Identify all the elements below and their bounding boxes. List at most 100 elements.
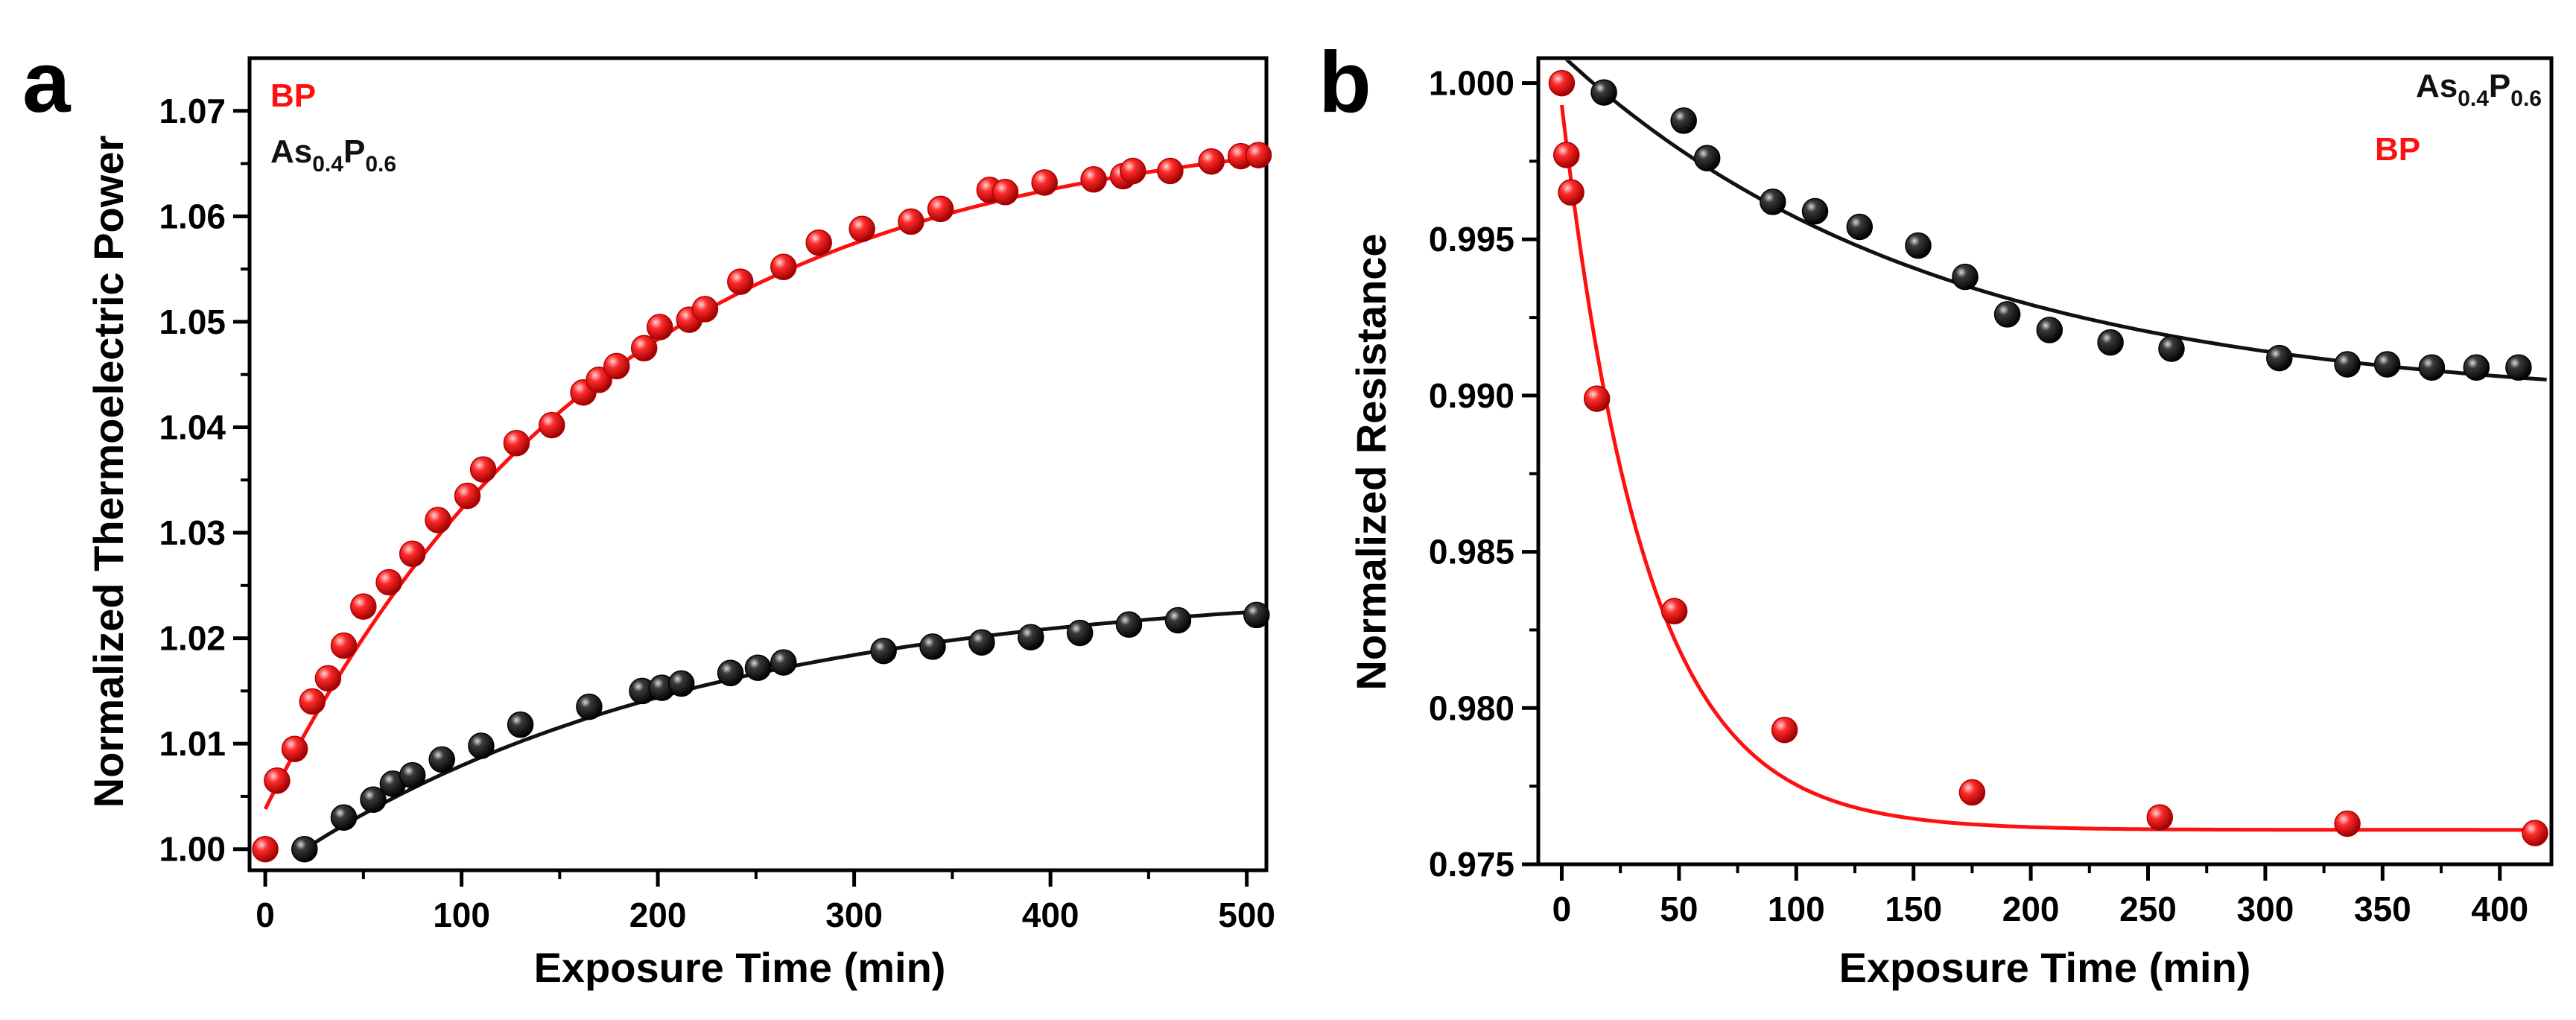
panel-b-point-as: [2158, 335, 2185, 362]
panel-a-point-as: [1115, 611, 1143, 638]
panel-a-ytick-label: 1.04: [159, 408, 226, 446]
panel-b-legend-as: As0.4P0.6: [2416, 68, 2542, 111]
panel-a-point-as: [399, 761, 426, 789]
panel-a-point-bp: [691, 296, 719, 323]
panel-a-point-bp: [281, 735, 308, 762]
panel-b-point-bp: [2146, 804, 2174, 831]
panel-a-xtick-label: 500: [1218, 896, 1275, 934]
panel-a-point-bp: [1245, 142, 1272, 168]
panel-b-point-as: [1760, 189, 1786, 215]
panel-a-point-bp: [299, 688, 326, 715]
panel-a-xtick-label: 100: [433, 896, 490, 934]
panel-a-plot-area: 0 100 200 300 400 500 1.00 1.01 1.02 1.03 1.04 1.05…: [159, 56, 1275, 934]
panel-a-point-bp: [314, 665, 342, 692]
panel-b-point-as: [1590, 79, 1617, 106]
panel-b-point-as: [1993, 301, 2021, 328]
panel-b-point-as: [2097, 329, 2124, 356]
panel-a-point-as: [717, 659, 744, 687]
panel-b-ylabel-group: Normalized Resistance: [1348, 233, 1395, 690]
panel-a-legend: BP As0.4P0.6: [270, 77, 396, 177]
panel-b-legend: As0.4P0.6 BP: [2375, 68, 2542, 168]
panel-a-point-bp: [264, 767, 291, 794]
panel-a-point-bp: [630, 335, 658, 362]
panel-b-y-axis-label: Normalized Resistance: [1348, 233, 1395, 690]
panel-a-fit-line-bp: [263, 156, 1257, 811]
panel-a-point-bp: [586, 367, 612, 393]
panel-a-point-bp: [503, 429, 530, 457]
panel-b-point-bp: [2522, 820, 2548, 846]
panel-a-point-bp: [1157, 157, 1184, 185]
panel-b-normalized-resistance-chart: b Normalized Resistance Exposure Time (m…: [1319, 34, 2554, 991]
panel-a-point-as: [1066, 619, 1094, 647]
panel-a-point-as: [291, 835, 318, 863]
panel-a-point-as: [576, 693, 603, 720]
panel-b-legend-bp: BP: [2375, 131, 2420, 168]
panel-a-legend-as: As0.4P0.6: [270, 133, 396, 177]
panel-b-plot-area: 0 50 100 150 200 250 300 350 400 0.975 0.980 0.985 0…: [1429, 56, 2554, 928]
panel-a-point-bp: [350, 593, 377, 620]
panel-b-point-as: [1952, 263, 1979, 291]
panel-a-point-as: [468, 732, 495, 759]
panel-a-point-bp: [848, 215, 875, 243]
panel-a-ytick-label: 1.07: [159, 92, 226, 130]
panel-b-point-as: [1905, 232, 1932, 259]
panel-a-point-bp: [1120, 157, 1146, 185]
panel-b-xtick-label: 50: [1660, 890, 1698, 928]
panel-a-point-as: [1018, 624, 1044, 650]
panel-b-point-as: [2334, 351, 2361, 378]
panel-a-point-bp: [1080, 166, 1107, 193]
panel-a-point-as: [330, 804, 358, 831]
panel-b-point-bp: [1548, 69, 1576, 97]
panel-a-point-bp: [898, 208, 924, 235]
panel-b-xtick-label: 300: [2237, 890, 2294, 928]
panel-b-point-as: [2266, 344, 2293, 372]
panel-a-point-as: [667, 670, 695, 697]
panel-a-xtick-label: 200: [629, 896, 687, 934]
panel-a-point-bp: [646, 314, 673, 340]
panel-b-ytick-label: 0.990: [1429, 376, 1514, 415]
panel-b-point-bp: [1958, 779, 1986, 806]
panel-b-point-bp: [1553, 142, 1580, 168]
panel-b-xtick-label: 400: [2471, 890, 2528, 928]
panel-b-ytick-label: 0.975: [1429, 845, 1514, 884]
panel-b-point-bp: [1558, 179, 1584, 206]
panel-a-ytick-label: 1.00: [159, 830, 226, 869]
panel-b-xtick-label: 250: [2119, 890, 2177, 928]
panel-a-point-as: [744, 654, 772, 681]
panel-b-xtick-label: 0: [1552, 890, 1572, 928]
panel-b-point-bp: [2334, 810, 2361, 837]
panel-a-ytick-label: 1.01: [159, 724, 226, 763]
panel-b-point-as: [2418, 354, 2446, 381]
panel-a-x-axis-label: Exposure Time (min): [534, 944, 946, 991]
panel-b-point-as: [2036, 317, 2063, 343]
panel-a-point-bp: [770, 253, 797, 281]
panel-a-frame: [247, 56, 1269, 872]
panel-b-ytick-label: 1.000: [1429, 64, 1514, 103]
panel-a-xtick-label: 400: [1022, 896, 1079, 934]
panel-b-point-as: [1846, 213, 1874, 241]
panel-b-ytick-label: 0.995: [1429, 220, 1514, 259]
panel-b-point-as: [1670, 107, 1697, 134]
panel-a-point-bp: [992, 179, 1019, 206]
panel-a-point-as: [1243, 601, 1270, 629]
panel-b-point-bp: [1660, 598, 1688, 625]
panel-a-point-bp: [927, 195, 954, 223]
panel-a-point-as: [360, 786, 387, 813]
panel-a-ytick-label: 1.05: [159, 302, 226, 341]
panel-b-frame: [1536, 56, 2554, 867]
panel-b-xtick-label: 350: [2354, 890, 2411, 928]
panel-b-ytick-label: 0.980: [1429, 688, 1514, 727]
panel-a-point-bp: [469, 456, 497, 483]
panel-a-point-as: [1164, 606, 1192, 634]
panel-a-thermoelectric-power-chart: a Normalized Thermoelectric Power Exposu…: [22, 34, 1275, 991]
panel-b-xtick-label: 150: [1885, 890, 1942, 928]
panel-b-point-as: [2505, 354, 2532, 381]
panel-b-point-bp: [1583, 385, 1611, 412]
panel-a-point-bp: [1198, 148, 1225, 175]
panel-a-legend-bp: BP: [270, 77, 316, 114]
panel-a-point-as: [428, 746, 455, 773]
panel-b-ytick-label: 0.985: [1429, 533, 1514, 571]
panel-a-point-bp: [375, 568, 402, 596]
panel-a-y-axis-label: Normalized Thermoelectric Power: [85, 136, 132, 808]
